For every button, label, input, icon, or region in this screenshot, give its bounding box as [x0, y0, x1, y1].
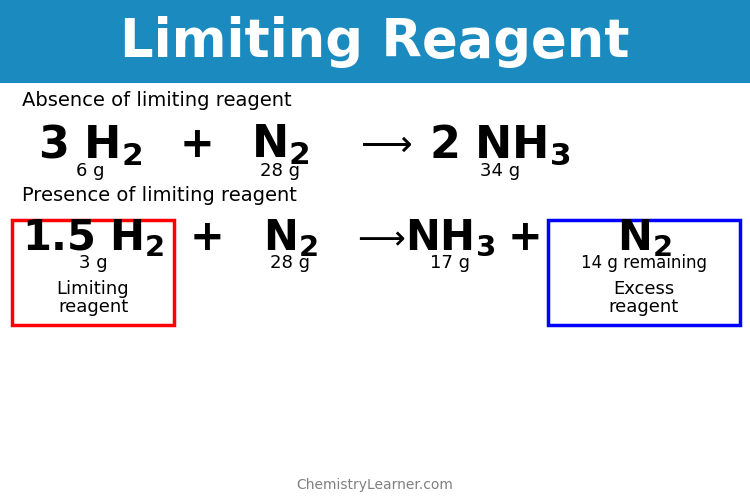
Text: 17 g: 17 g: [430, 254, 470, 272]
Text: 34 g: 34 g: [480, 162, 520, 180]
Text: $\mathbf{+}$: $\mathbf{+}$: [189, 217, 221, 259]
Text: 28 g: 28 g: [260, 162, 300, 180]
Text: $\mathbf{1.5\ H_2}$: $\mathbf{1.5\ H_2}$: [22, 217, 164, 259]
Text: $\longrightarrow$: $\longrightarrow$: [353, 128, 413, 162]
Text: ChemistryLearner.com: ChemistryLearner.com: [296, 478, 454, 492]
Text: $\mathbf{2\ NH_3}$: $\mathbf{2\ NH_3}$: [429, 123, 571, 167]
FancyBboxPatch shape: [12, 220, 174, 325]
Text: Limiting Reagent: Limiting Reagent: [120, 16, 630, 68]
Text: 28 g: 28 g: [270, 254, 310, 272]
Text: 14 g remaining: 14 g remaining: [581, 254, 707, 272]
Text: Limiting: Limiting: [57, 280, 129, 298]
Text: reagent: reagent: [58, 298, 128, 316]
Text: Absence of limiting reagent: Absence of limiting reagent: [22, 91, 292, 110]
Text: $\mathbf{+}$: $\mathbf{+}$: [178, 124, 212, 166]
Text: 6 g: 6 g: [76, 162, 104, 180]
FancyBboxPatch shape: [548, 220, 740, 325]
FancyBboxPatch shape: [0, 0, 750, 83]
Text: $\mathbf{N_2}$: $\mathbf{N_2}$: [616, 217, 671, 259]
Text: $\mathbf{+}$: $\mathbf{+}$: [507, 217, 539, 259]
Text: reagent: reagent: [609, 298, 680, 316]
Text: $\mathbf{N_2}$: $\mathbf{N_2}$: [251, 123, 309, 167]
Text: Presence of limiting reagent: Presence of limiting reagent: [22, 186, 297, 205]
Text: $\mathbf{3\ H_2}$: $\mathbf{3\ H_2}$: [38, 122, 142, 167]
Text: 3 g: 3 g: [79, 254, 107, 272]
Text: Excess: Excess: [614, 280, 675, 298]
Text: $\longrightarrow$: $\longrightarrow$: [351, 221, 405, 255]
Text: $\mathbf{N_2}$: $\mathbf{N_2}$: [262, 217, 317, 259]
Text: $\mathbf{NH_3}$: $\mathbf{NH_3}$: [405, 217, 495, 259]
